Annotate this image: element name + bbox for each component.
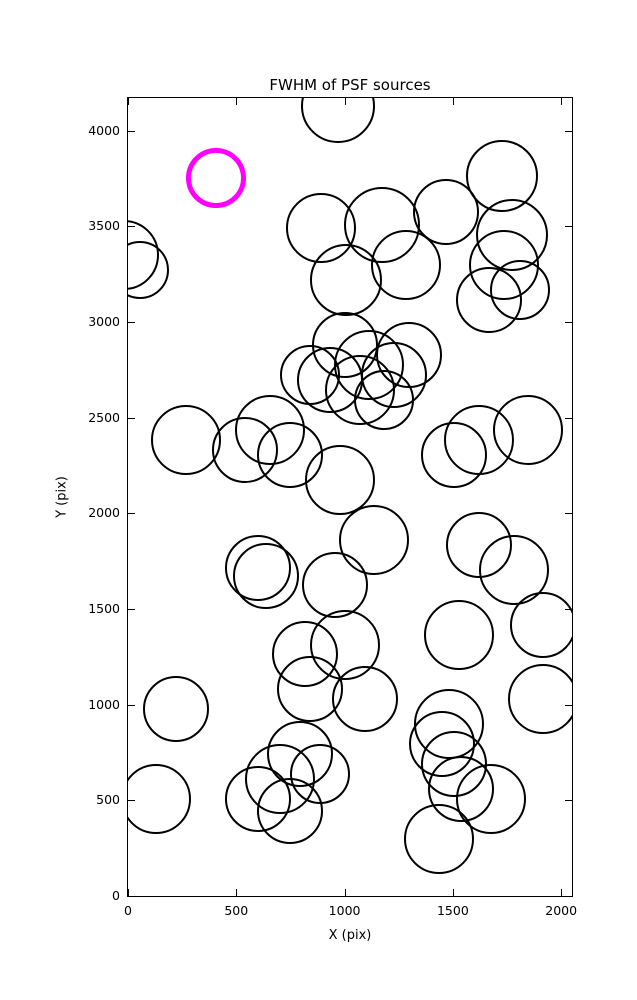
psf-circle (150, 404, 221, 475)
psf-circle (257, 778, 323, 845)
y-tick-mark (128, 608, 135, 610)
y-tick-label: 3500 (88, 218, 120, 234)
y-tick-mark (565, 800, 572, 802)
x-tick-mark (561, 889, 563, 896)
psf-circle (478, 534, 549, 605)
psf-circle (376, 322, 443, 388)
y-tick-label: 4000 (88, 122, 120, 138)
x-axis-label: X (pix) (328, 928, 372, 943)
x-tick-mark (561, 98, 563, 105)
psf-circle (493, 395, 564, 466)
psf-circle (142, 676, 209, 743)
y-tick-mark (128, 130, 135, 132)
y-tick-mark (565, 896, 572, 897)
psf-circle (508, 664, 572, 735)
x-tick-mark (344, 889, 346, 896)
x-tick-label: 2000 (545, 903, 578, 918)
y-tick-label: 0 (112, 888, 120, 903)
y-tick-mark (128, 896, 135, 897)
x-tick-label: 0 (124, 903, 132, 918)
psf-circle (404, 804, 475, 875)
y-tick-mark (128, 800, 135, 802)
psf-circle (423, 599, 494, 670)
y-tick-mark (128, 226, 135, 228)
y-tick-mark (128, 513, 135, 515)
chart-title: FWHM of PSF sources (269, 76, 431, 94)
psf-circle (304, 444, 375, 515)
psf-circle (339, 504, 410, 575)
y-tick-label: 2500 (88, 409, 120, 425)
y-tick-mark (128, 417, 135, 419)
psf-circle (331, 666, 398, 733)
psf-circle (233, 542, 300, 609)
psf-circle (301, 551, 368, 618)
y-axis-label: Y (pix) (54, 476, 70, 518)
y-tick-label: 2000 (88, 505, 120, 521)
psf-circle (309, 244, 382, 317)
x-tick-mark (128, 98, 129, 105)
x-tick-label: 1500 (436, 903, 469, 918)
x-tick-label: 500 (224, 903, 249, 918)
y-tick-mark (565, 608, 572, 610)
x-tick-label: 1000 (328, 903, 361, 918)
y-tick-mark (128, 321, 135, 323)
psf-circle (128, 764, 191, 835)
x-tick-mark (236, 889, 238, 896)
psf-circle (455, 764, 526, 835)
y-tick-label: 3000 (88, 313, 120, 329)
x-tick-mark (344, 98, 346, 105)
psf-circle (128, 241, 169, 300)
y-tick-mark (565, 417, 572, 419)
y-tick-label: 1500 (88, 600, 120, 616)
x-tick-mark (128, 889, 129, 896)
y-tick-mark (565, 321, 572, 323)
y-tick-mark (565, 130, 572, 132)
y-tick-mark (565, 226, 572, 228)
y-tick-mark (128, 704, 135, 706)
psf-circle (266, 721, 333, 788)
y-tick-mark (565, 513, 572, 515)
psf-circle (300, 98, 375, 143)
y-tick-label: 500 (96, 792, 120, 808)
psf-circle (510, 591, 572, 658)
x-tick-mark (452, 98, 454, 105)
psf-circle (455, 267, 522, 334)
y-tick-mark (565, 704, 572, 706)
x-tick-mark (452, 889, 454, 896)
psf-circle (412, 179, 479, 246)
psf-circle (371, 230, 442, 301)
plot-area (127, 97, 573, 897)
x-tick-mark (236, 98, 238, 105)
y-tick-label: 1000 (88, 696, 120, 712)
psf-circle (279, 345, 340, 406)
highlighted-psf-circle (185, 148, 246, 209)
